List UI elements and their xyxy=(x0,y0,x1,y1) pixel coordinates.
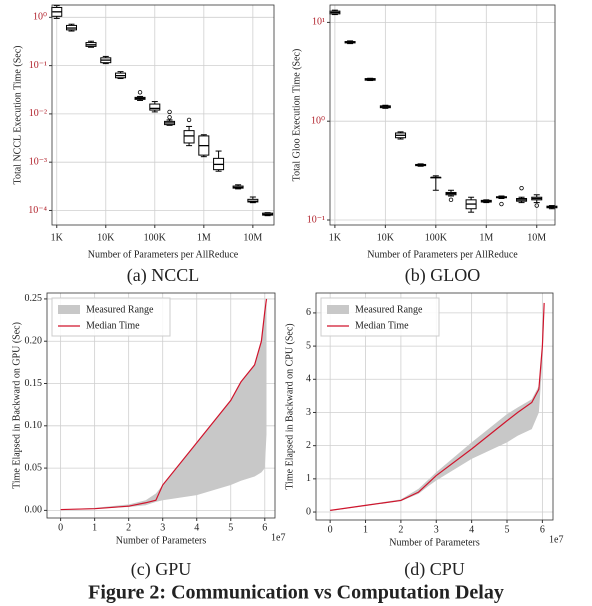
x-tick-label: 0 xyxy=(328,524,333,535)
x-offset-label: 1e7 xyxy=(549,534,563,545)
axes-frame xyxy=(46,292,276,519)
x-tick-label: 10M xyxy=(243,232,262,243)
x-tick-label: 100K xyxy=(144,232,167,243)
subplot-caption: (c) GPU xyxy=(131,559,192,580)
x-tick-label: 1M xyxy=(197,232,211,243)
box xyxy=(149,103,161,111)
flier xyxy=(186,117,192,123)
line xyxy=(330,302,545,511)
y-tick-label: 0.00 xyxy=(25,505,43,516)
subplot: 1K 10K 100K 1M 10M 10¹ 10⁰ 10⁻¹ Number of Parame… xyxy=(291,4,558,286)
y-axis-label: Total Gloo Execution Time (Sec) xyxy=(291,49,302,182)
y-tick-label: 0.25 xyxy=(25,293,43,304)
y-tick-label: 10⁻³ xyxy=(29,156,47,167)
x-tick-label: 5 xyxy=(505,524,510,535)
range-area xyxy=(60,298,267,510)
axes-frame xyxy=(51,4,275,226)
flier xyxy=(167,109,172,115)
flier xyxy=(499,201,504,207)
x-tick-label: 100K xyxy=(425,232,448,243)
legend-label: Median Time xyxy=(86,320,140,331)
x-tick-label: 1 xyxy=(92,522,97,533)
flier xyxy=(167,115,172,120)
y-tick-label: 0 xyxy=(306,506,311,517)
subplot: 0 1 2 3 4 5 6 0 1 2 3 4 5 6 Measured Range Median Time 1… xyxy=(284,292,563,580)
y-axis-label: Time Elapsed in Backward on CPU (Sec) xyxy=(284,323,295,489)
legend-label: Measured Range xyxy=(86,304,154,315)
y-tick-label: 10¹ xyxy=(312,17,325,28)
y-tick-label: 10⁻² xyxy=(29,108,47,119)
legend-box xyxy=(320,297,440,337)
subplot: 1K 10K 100K 1M 10M 10⁰ 10⁻¹ 10⁻² 10⁻³ 10⁻⁴ Number … xyxy=(12,4,275,286)
x-tick-label: 1M xyxy=(479,232,493,243)
line xyxy=(60,298,268,511)
x-tick-label: 3 xyxy=(160,522,165,533)
y-tick-label: 0.05 xyxy=(25,462,43,473)
y-tick-label: 0.15 xyxy=(25,378,43,389)
x-tick-label: 10K xyxy=(377,232,395,243)
subplot-caption: (b) GLOO xyxy=(405,265,480,286)
x-tick-label: 1K xyxy=(329,232,342,243)
x-tick-label: 2 xyxy=(126,522,131,533)
flier xyxy=(519,185,524,191)
legend-label: Median Time xyxy=(355,320,409,331)
plot-area xyxy=(52,5,274,225)
x-axis-label: Number of Parameters per AllReduce xyxy=(367,249,518,260)
legend-label: Measured Range xyxy=(355,304,423,315)
x-tick-label: 0 xyxy=(58,522,63,533)
subplot-caption: (a) NCCL xyxy=(127,265,199,286)
y-tick-label: 10⁻¹ xyxy=(29,60,47,71)
y-tick-label: 1 xyxy=(306,473,311,484)
x-tick-label: 3 xyxy=(434,524,439,535)
x-tick-label: 6 xyxy=(262,522,267,533)
y-tick-label: 10⁰ xyxy=(311,115,325,126)
x-tick-label: 6 xyxy=(540,524,545,535)
legend-swatch xyxy=(58,305,80,314)
plot-area xyxy=(330,5,555,225)
axes-frame xyxy=(315,292,554,521)
x-axis-label: Number of Parameters per AllReduce xyxy=(88,249,239,260)
x-axis-label: Number of Parameters xyxy=(116,535,207,546)
x-tick-label: 1K xyxy=(51,232,64,243)
y-tick-label: 0.10 xyxy=(25,420,43,431)
x-tick-label: 5 xyxy=(228,522,233,533)
flier xyxy=(534,203,539,208)
subplot: 0 1 2 3 4 5 6 0.00 0.05 0.10 0.15 0.20 0.25 Measured … xyxy=(11,292,285,580)
x-offset-label: 1e7 xyxy=(271,532,285,543)
y-tick-label: 4 xyxy=(306,374,311,385)
x-tick-label: 10K xyxy=(97,232,115,243)
subplot-caption: (d) CPU xyxy=(404,559,465,580)
y-tick-label: 6 xyxy=(306,307,311,318)
legend-swatch xyxy=(327,305,349,314)
y-tick-label: 3 xyxy=(306,407,311,418)
x-tick-label: 4 xyxy=(194,522,199,533)
y-axis-label: Total NCCL Execution Time (Sec) xyxy=(12,46,23,185)
x-tick-label: 4 xyxy=(469,524,474,535)
figure-caption: Figure 2: Communication vs Computation D… xyxy=(88,582,504,604)
y-tick-label: 10⁻¹ xyxy=(307,214,325,225)
y-axis-label: Time Elapsed in Backward on GPU (Sec) xyxy=(11,322,22,489)
x-axis-label: Number of Parameters xyxy=(389,537,480,548)
flier xyxy=(448,197,454,203)
y-tick-label: 2 xyxy=(306,440,311,451)
y-tick-label: 5 xyxy=(306,340,311,351)
flier xyxy=(137,90,143,95)
y-tick-label: 10⁻⁴ xyxy=(28,205,47,216)
axes-frame xyxy=(329,4,556,226)
y-tick-label: 0.20 xyxy=(25,336,43,347)
x-tick-label: 10M xyxy=(527,232,546,243)
box xyxy=(183,130,195,144)
legend-box xyxy=(51,297,171,337)
y-tick-label: 10⁰ xyxy=(33,12,47,23)
x-tick-label: 1 xyxy=(363,524,368,535)
x-tick-label: 2 xyxy=(398,524,403,535)
